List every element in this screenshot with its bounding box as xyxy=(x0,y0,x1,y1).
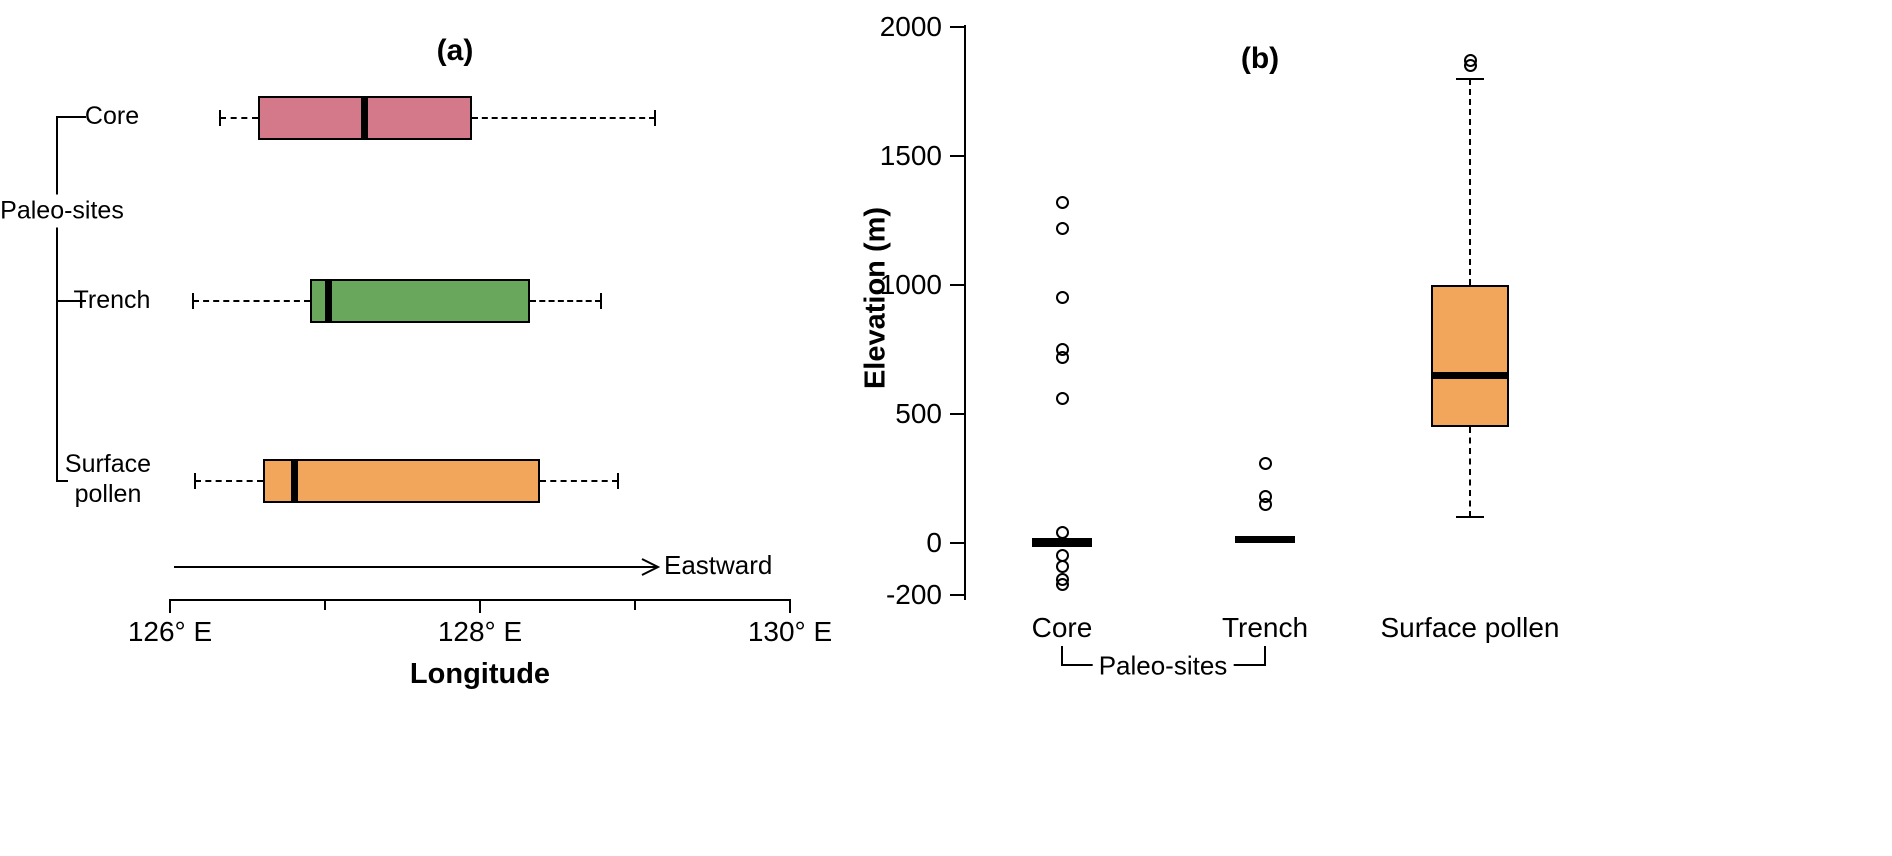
y-tick xyxy=(950,155,964,157)
y-tick xyxy=(950,413,964,415)
category-label-surface-pollen-a: Surface pollen xyxy=(64,450,152,508)
bracket-tick-surface-pollen-a xyxy=(56,480,68,482)
outlier-point xyxy=(1463,54,1477,68)
boxplot-box xyxy=(309,279,530,323)
whisker-cap-lower xyxy=(1456,516,1484,519)
whisker-cap-left xyxy=(192,293,195,309)
x-tick-major xyxy=(789,601,791,613)
whisker-right xyxy=(540,480,618,482)
x-tick-label: 130° E xyxy=(747,616,833,647)
outlier-point xyxy=(1055,195,1069,209)
boxplot-median xyxy=(1032,539,1092,547)
panel-b-bracket-label: Paleo-sites xyxy=(1092,648,1234,684)
bracket-tick-trench-b xyxy=(1264,646,1266,666)
outlier-point xyxy=(1055,350,1069,364)
x-tick-major xyxy=(169,601,171,613)
outlier-point xyxy=(1258,497,1272,511)
category-label-surface-pollen-b: Surface pollen xyxy=(1380,612,1560,643)
bracket-tick-core-a xyxy=(56,116,86,118)
outlier-point xyxy=(1055,221,1069,235)
category-label-trench-b: Trench xyxy=(1221,612,1309,643)
outlier-point xyxy=(1055,526,1069,540)
eastward-label: Eastward xyxy=(664,550,773,580)
y-tick xyxy=(950,593,964,596)
whisker-cap-left xyxy=(193,473,196,489)
category-label-core-b: Core xyxy=(1031,612,1093,643)
panel-a-x-axis xyxy=(169,599,791,601)
bracket-tick-trench-a xyxy=(56,300,86,302)
outlier-point xyxy=(1055,291,1069,305)
boxplot-median xyxy=(1235,535,1295,543)
whisker-cap-right xyxy=(616,473,619,489)
whisker-left xyxy=(219,117,259,119)
y-tick xyxy=(950,542,964,544)
whisker-left xyxy=(193,300,310,302)
boxplot-box xyxy=(263,459,541,503)
panel-a-xlabel: Longitude xyxy=(409,658,551,690)
boxplot-median xyxy=(325,279,333,323)
x-tick-minor xyxy=(324,601,326,610)
bracket-tick-core-b xyxy=(1061,646,1063,666)
y-tick-label: 500 xyxy=(895,398,942,429)
outlier-point xyxy=(1258,456,1272,470)
y-tick-label: 1000 xyxy=(879,269,942,300)
panel-a-bracket-label: Paleo-sites xyxy=(0,194,130,228)
y-tick xyxy=(950,284,964,286)
outlier-point xyxy=(1055,577,1069,591)
category-label-trench-a: Trench xyxy=(73,286,151,314)
whisker-cap-left xyxy=(218,110,221,126)
y-tick xyxy=(950,26,964,28)
x-tick-label: 128° E xyxy=(437,616,523,647)
x-tick-minor xyxy=(634,601,636,610)
eastward-arrow-icon xyxy=(174,558,661,576)
whisker-lower xyxy=(1469,426,1471,518)
whisker-upper xyxy=(1469,78,1471,285)
boxplot-median xyxy=(291,459,298,503)
whisker-left xyxy=(194,480,263,482)
panel-b-y-axis xyxy=(964,25,966,600)
boxplot-box xyxy=(1431,285,1509,427)
y-tick-label: 1500 xyxy=(879,140,942,171)
category-label-core-a: Core xyxy=(84,102,140,130)
y-tick-label: 2000 xyxy=(879,11,942,42)
x-tick-major xyxy=(479,601,481,613)
whisker-cap-upper xyxy=(1456,77,1484,80)
panel-a-title: (a) xyxy=(436,34,474,67)
outlier-point xyxy=(1055,559,1069,573)
boxplot-median xyxy=(360,96,368,140)
outlier-point xyxy=(1055,392,1069,406)
whisker-right xyxy=(529,300,601,302)
whisker-right xyxy=(472,117,656,119)
boxplot-median xyxy=(1431,371,1509,379)
whisker-cap-right xyxy=(599,293,602,309)
paleo-sites-bracket-line-a xyxy=(56,117,58,482)
panel-b-title: (b) xyxy=(1240,42,1280,75)
y-tick-label: -200 xyxy=(885,578,942,610)
whisker-cap-right xyxy=(654,110,657,126)
x-tick-label: 126° E xyxy=(127,616,213,647)
y-tick-label: 0 xyxy=(926,527,942,558)
